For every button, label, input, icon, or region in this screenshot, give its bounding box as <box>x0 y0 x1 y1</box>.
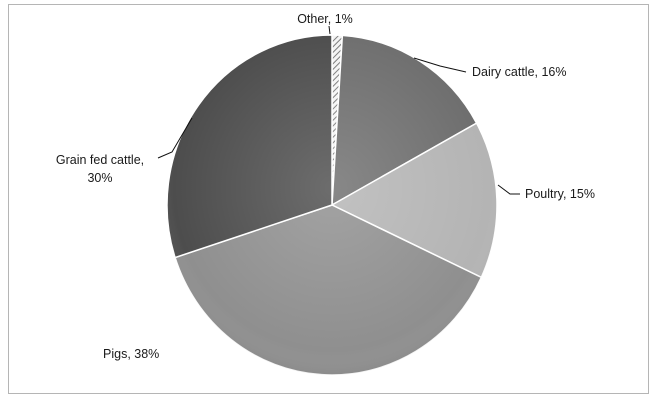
pie-slices <box>166 34 498 376</box>
slice-label-grain-fed-cattle: Grain fed cattle, 30% <box>56 153 144 185</box>
leader-line-other <box>328 25 331 35</box>
slice-labels: Other, 1% Dairy cattle, 16% Poultry, 15% Pi… <box>56 12 595 361</box>
leader-line-grain-fed-cattle <box>157 117 193 159</box>
slice-label-dairy-cattle: Dairy cattle, 16% <box>472 65 566 79</box>
leader-line-dairy-cattle <box>413 57 467 73</box>
slice-label-pigs: Pigs, 38% <box>103 347 159 361</box>
slice-label-poultry: Poultry, 15% <box>525 187 595 201</box>
leader-lines <box>157 25 520 195</box>
slice-label-other: Other, 1% <box>297 12 353 26</box>
leader-line-poultry <box>497 184 520 195</box>
